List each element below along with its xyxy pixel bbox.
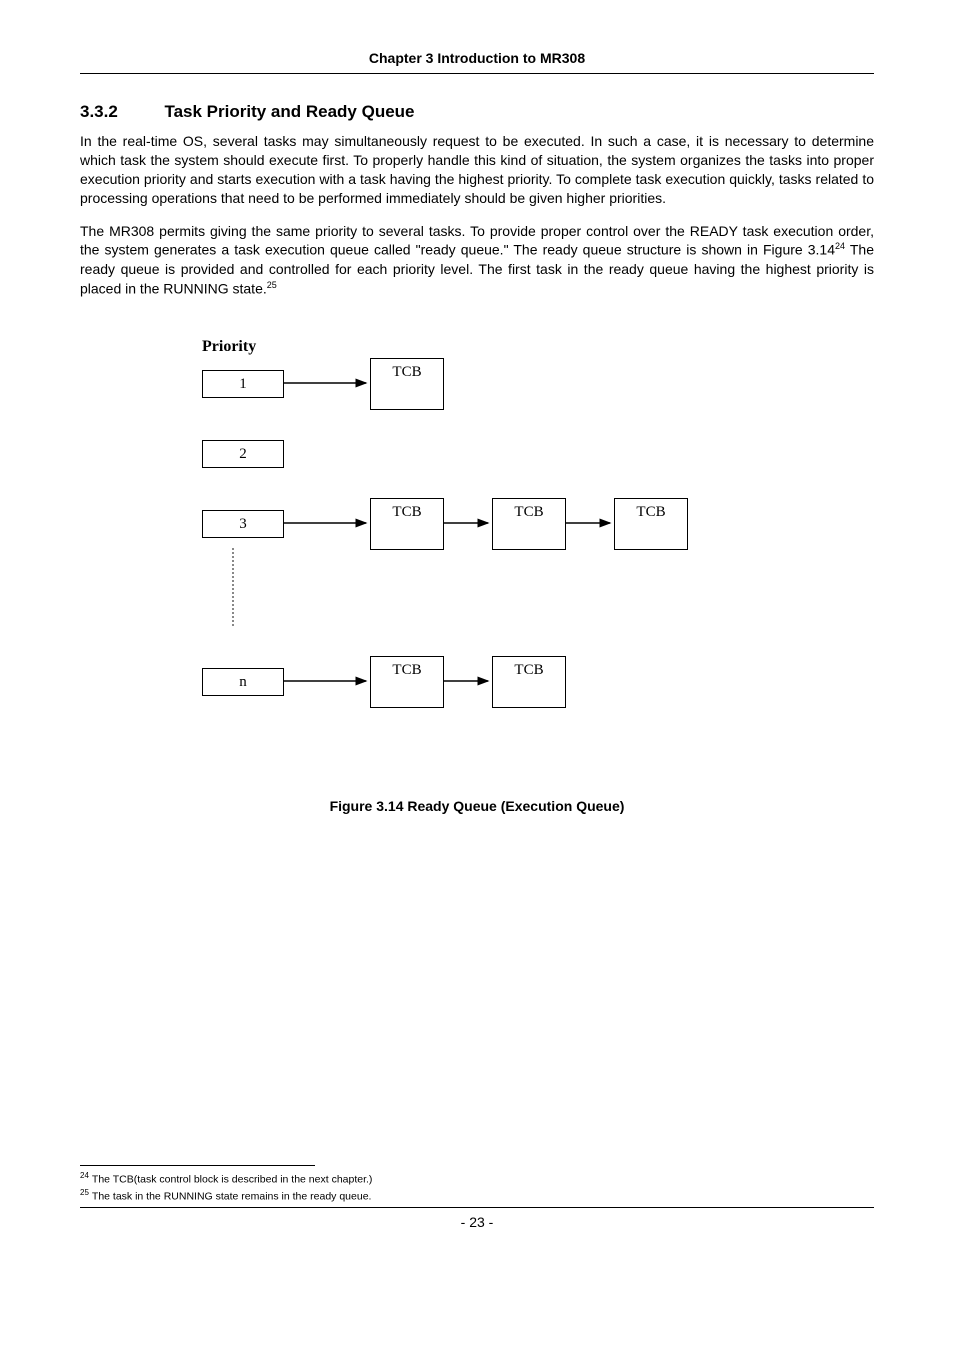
paragraph-2: The MR308 permits giving the same priori… [80, 222, 874, 299]
figure-caption: Figure 3.14 Ready Queue (Execution Queue… [80, 798, 874, 814]
footnote-25: 25The task in the RUNNING state remains … [80, 1187, 874, 1204]
page: Chapter 3 Introduction to MR308 3.3.2 Ta… [0, 0, 954, 1260]
ready-queue-diagram: Priority 1 2 3 n TCB TCB TCB TCB TCB TCB [202, 338, 752, 758]
footnote-separator [80, 1165, 315, 1166]
footnote-24-text: The TCB(task control block is described … [92, 1173, 373, 1185]
footnote-24-num: 24 [80, 1171, 89, 1180]
footnote-24: 24The TCB(task control block is describe… [80, 1170, 874, 1187]
footnote-ref-25: 25 [267, 280, 277, 290]
diagram-arrows [202, 338, 752, 758]
section-heading: 3.3.2 Task Priority and Ready Queue [80, 102, 874, 122]
page-bottom: 24The TCB(task control block is describe… [80, 1165, 874, 1230]
paragraph-1: In the real-time OS, several tasks may s… [80, 132, 874, 208]
chapter-header: Chapter 3 Introduction to MR308 [80, 50, 874, 74]
section-title: Task Priority and Ready Queue [164, 102, 414, 122]
para2-part-a: The MR308 permits giving the same priori… [80, 223, 874, 259]
footnote-ref-24: 24 [835, 241, 845, 251]
footnote-25-text: The task in the RUNNING state remains in… [92, 1190, 372, 1202]
page-footer: - 23 - [80, 1207, 874, 1230]
footnotes: 24The TCB(task control block is describe… [80, 1170, 874, 1204]
footnote-25-num: 25 [80, 1188, 89, 1197]
section-number: 3.3.2 [80, 102, 160, 122]
